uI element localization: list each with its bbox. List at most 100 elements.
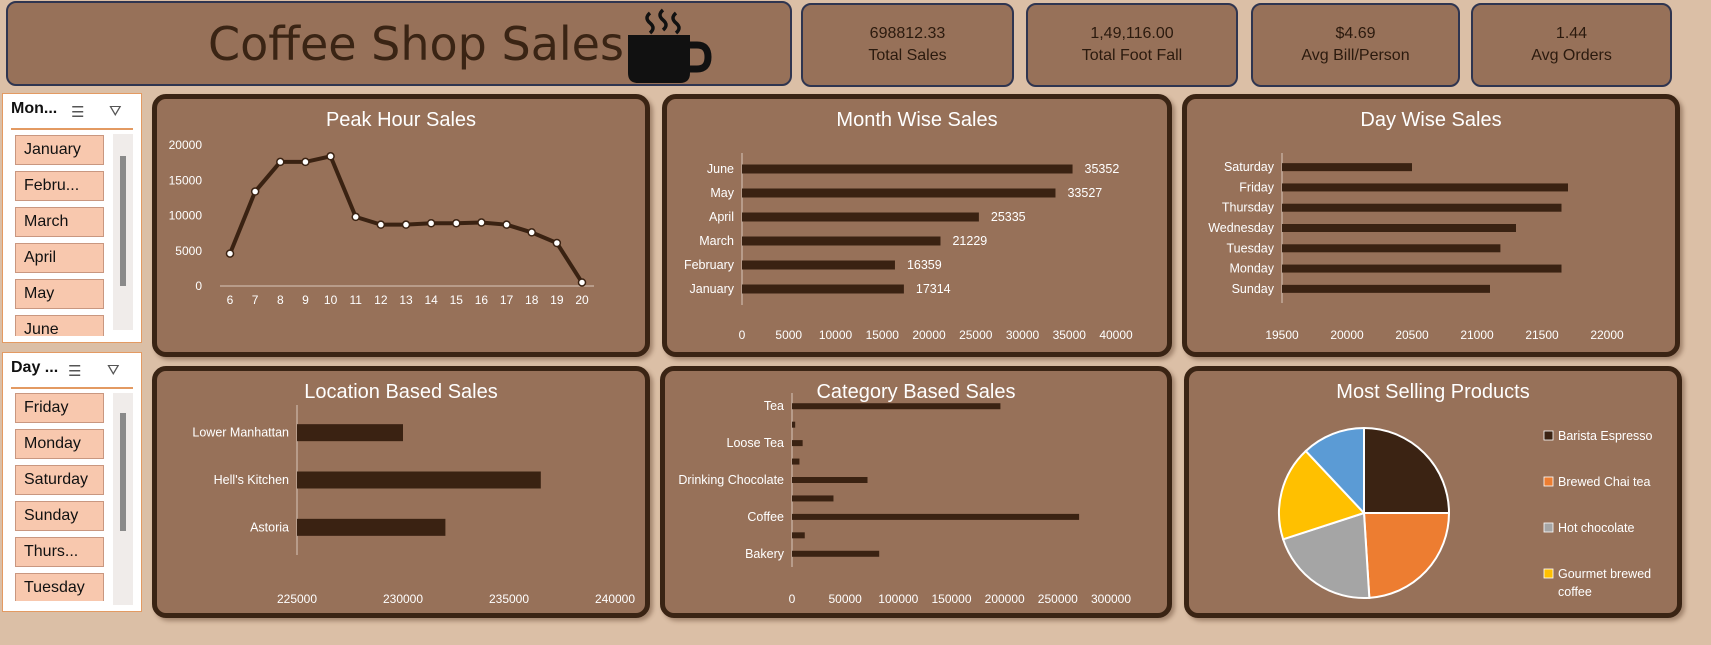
- pie-slice: [1278, 449, 1366, 541]
- legend-swatch: [1543, 568, 1554, 579]
- legend-label: coffee: [1558, 585, 1592, 599]
- day-slicer: Day ... ☰ ⛛ Friday Monday Saturday Sunda…: [2, 352, 142, 612]
- coffee-cup-icon: [628, 8, 712, 83]
- clear-filter-icon[interactable]: ⛛: [107, 362, 120, 379]
- category-label: Tea: [764, 399, 784, 413]
- category-label: Drinking Chocolate: [678, 473, 784, 487]
- category-label: Hell's Kitchen: [214, 473, 289, 487]
- data-label: 21229: [952, 234, 987, 248]
- slicer-item-january[interactable]: January: [15, 135, 104, 165]
- clear-filter-icon[interactable]: ⛛: [109, 103, 122, 120]
- slicer-item-friday[interactable]: Friday: [15, 393, 104, 423]
- location-panel: Location Based Sales 225000 230000 235000 2…: [152, 366, 650, 618]
- chart-title: Peak Hour Sales: [325, 109, 477, 131]
- data-point: [552, 238, 562, 248]
- slicer-item-saturday[interactable]: Saturday: [15, 465, 104, 495]
- pie-slice: [1362, 512, 1451, 599]
- scrollbar[interactable]: [113, 393, 133, 605]
- slicer-item-monday[interactable]: Monday: [15, 429, 104, 459]
- category-label: January: [690, 282, 735, 296]
- bar: [792, 532, 805, 539]
- chart-title: Location Based Sales: [304, 381, 498, 403]
- slicer-item-february[interactable]: Febru...: [15, 171, 104, 201]
- legend-label: Gourmet brewed: [1558, 567, 1651, 581]
- category-label: May: [710, 186, 734, 200]
- bar: [792, 440, 803, 447]
- bar: [792, 477, 868, 483]
- data-label: 16359: [907, 258, 942, 272]
- bar: [1282, 163, 1412, 172]
- pie-slice: [1304, 426, 1365, 516]
- bar: [742, 236, 941, 246]
- x-tick-label: 30000: [1006, 328, 1040, 342]
- data-point: [426, 219, 436, 228]
- data-point: [351, 212, 360, 222]
- data-point: [225, 249, 235, 258]
- data-point: [477, 218, 486, 227]
- slicer-item-may[interactable]: May: [15, 279, 104, 309]
- legend-label: Hot chocolate: [1558, 521, 1634, 535]
- peak-hour-panel: Peak Hour Sales 0 5000 10000 15000 20000 6 7 8 9…: [152, 94, 650, 357]
- scrollbar-thumb[interactable]: [120, 413, 126, 531]
- x-tick-label: 21500: [1525, 328, 1559, 342]
- slicer-item-march[interactable]: March: [15, 207, 104, 237]
- peak-hour-chart: 0 5000 10000 15000 20000 6 7 8 9 10 11 12 13 14 15 16 17…: [169, 138, 594, 307]
- slicer-item-june[interactable]: June: [15, 315, 104, 336]
- kpi-avg-orders: 1.44 Avg Orders: [1471, 3, 1672, 87]
- multi-select-icon[interactable]: ☰: [71, 104, 85, 121]
- slicer-item-tuesday[interactable]: Tuesday: [15, 573, 104, 601]
- x-tick-label: 50000: [828, 592, 862, 606]
- slicer-item-april[interactable]: April: [15, 243, 104, 273]
- bar: [792, 403, 1001, 410]
- x-tick-label: 5000: [775, 328, 802, 342]
- bar: [297, 424, 403, 442]
- x-tick-label: 0: [789, 592, 796, 606]
- chart-title: Category Based Sales: [816, 381, 1016, 403]
- category-label: Wednesday: [1208, 221, 1275, 235]
- bar: [742, 212, 979, 222]
- slicer-list: Friday Monday Saturday Sunday Thurs... T…: [3, 389, 143, 601]
- scrollbar-thumb[interactable]: [120, 156, 126, 286]
- data-point: [276, 157, 285, 167]
- x-tick-label: 15000: [866, 328, 900, 342]
- data-point: [250, 187, 260, 196]
- data-point: [301, 157, 310, 167]
- legend-swatch: [1543, 430, 1554, 441]
- data-point: [376, 220, 386, 229]
- category-label: Monday: [1230, 262, 1275, 276]
- data-point: [577, 278, 587, 287]
- x-tick-label: 17: [500, 293, 514, 307]
- multi-select-icon[interactable]: ☰: [68, 363, 82, 380]
- title-banner: Coffee Shop Sales: [6, 1, 792, 86]
- x-tick-label: 9: [302, 293, 309, 307]
- legend-label: Barista Espresso: [1558, 429, 1653, 443]
- bar: [1282, 203, 1562, 212]
- y-tick-label: 15000: [169, 173, 203, 187]
- category-label: Tuesday: [1227, 241, 1275, 255]
- slicer-divider: [11, 128, 133, 130]
- category-label: February: [684, 258, 735, 272]
- series-line: [228, 153, 584, 284]
- x-tick-label: 19500: [1265, 328, 1299, 342]
- x-tick-label: 6: [227, 293, 234, 307]
- slicer-item-sunday[interactable]: Sunday: [15, 501, 104, 531]
- slicer-divider: [11, 387, 133, 389]
- bar: [792, 550, 880, 557]
- bar: [792, 495, 834, 502]
- x-tick-label: 230000: [383, 592, 423, 606]
- kpi-total-foot-fall: 1,49,116.00 Total Foot Fall: [1026, 3, 1238, 87]
- y-tick-label: 0: [195, 279, 202, 293]
- slicer-item-thursday[interactable]: Thurs...: [15, 537, 104, 567]
- x-tick-label: 200000: [985, 592, 1025, 606]
- kpi-value: $4.69: [1335, 25, 1376, 42]
- bar: [742, 164, 1073, 174]
- scrollbar[interactable]: [113, 134, 133, 330]
- x-tick-label: 100000: [878, 592, 918, 606]
- x-tick-label: 21000: [1460, 328, 1494, 342]
- category-label: Thursday: [1222, 201, 1275, 215]
- x-tick-label: 240000: [595, 592, 635, 606]
- x-tick-label: 25000: [959, 328, 993, 342]
- slicer-list: January Febru... March April May June: [3, 130, 143, 336]
- category-label: Friday: [1239, 180, 1274, 194]
- bar: [742, 284, 904, 294]
